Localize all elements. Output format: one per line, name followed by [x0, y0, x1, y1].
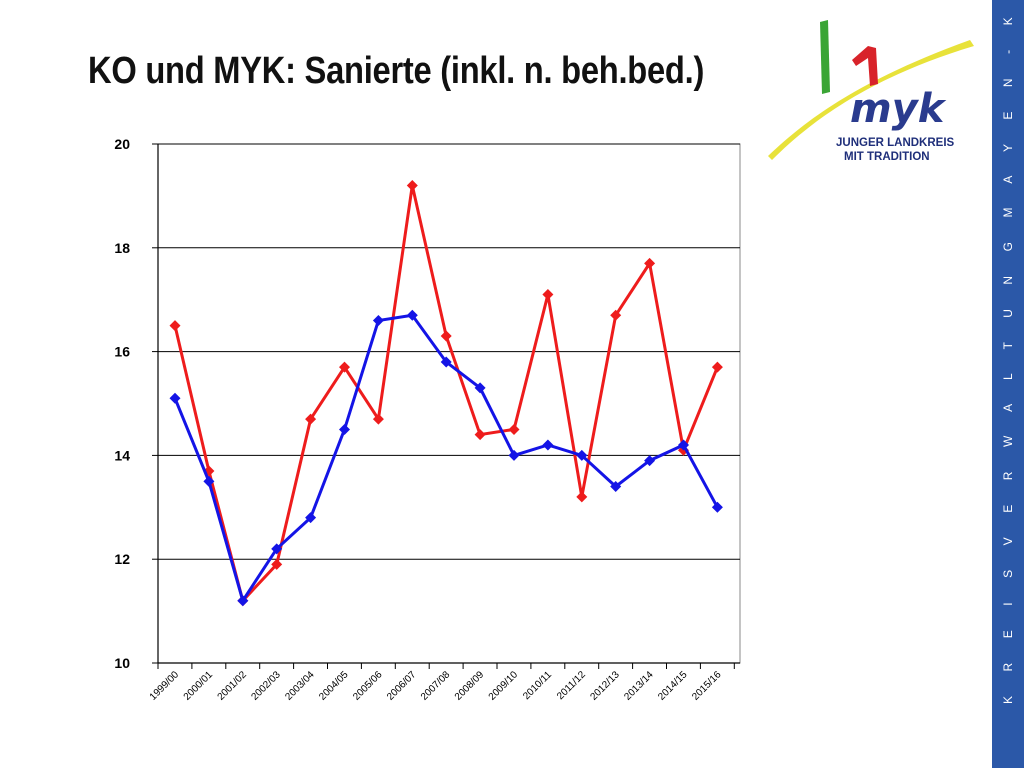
- series-1-marker: [169, 320, 181, 332]
- series-2-marker: [372, 314, 384, 326]
- x-tick-label: 2014/15: [656, 669, 690, 703]
- y-tick-label: 10: [114, 655, 130, 671]
- x-tick-label: 2007/08: [419, 669, 453, 703]
- x-tick-label: 2012/13: [588, 669, 622, 703]
- x-tick-label: 2002/03: [249, 669, 283, 703]
- x-tick-label: 2013/14: [622, 669, 656, 703]
- x-tick-label: 2003/04: [283, 669, 317, 703]
- series-2-marker: [508, 449, 520, 461]
- logo-mark-text: myk: [850, 86, 947, 132]
- series-2-marker: [406, 309, 418, 321]
- y-tick-label: 14: [114, 447, 130, 463]
- series-2-marker: [237, 595, 249, 607]
- series-1-marker: [644, 257, 656, 269]
- x-tick-label: 2011/12: [555, 669, 588, 702]
- x-tick-label: 2008/09: [453, 669, 487, 703]
- series-1-marker: [508, 423, 520, 435]
- series-1-marker: [271, 558, 283, 570]
- series-2-marker: [339, 423, 350, 435]
- series-1-marker: [610, 309, 622, 321]
- series-2-marker: [305, 512, 317, 524]
- series-1-marker: [711, 361, 723, 373]
- series-2-marker: [576, 449, 588, 461]
- series-1-marker: [576, 491, 588, 503]
- x-tick-label: 2010/11: [521, 669, 554, 702]
- side-band: [992, 0, 1024, 768]
- series-1-marker: [339, 361, 350, 373]
- series-2-marker: [678, 439, 689, 451]
- series-1-marker: [406, 180, 418, 192]
- y-tick-label: 20: [114, 136, 130, 152]
- series-2-marker: [610, 481, 622, 493]
- series-2-marker: [542, 439, 554, 451]
- x-tick-label: 2015/16: [690, 669, 724, 703]
- x-tick-label: 2009/10: [487, 669, 521, 703]
- series-1-marker: [305, 413, 317, 425]
- y-tick-label: 18: [114, 240, 130, 256]
- logo-red-stroke: [852, 46, 878, 86]
- logo-green-stroke: [820, 20, 830, 94]
- y-tick-label: 12: [114, 551, 130, 567]
- logo-yellow-swoosh: [768, 40, 974, 160]
- y-tick-label: 16: [114, 344, 130, 360]
- x-tick-label: 2001/02: [216, 669, 250, 703]
- x-tick-label: 2000/01: [182, 669, 216, 703]
- series-2-marker: [474, 382, 486, 394]
- series-1-marker: [440, 330, 452, 342]
- series-1-marker: [474, 429, 486, 441]
- x-tick-label: 2006/07: [385, 669, 419, 703]
- x-tick-label: 2005/06: [351, 669, 385, 703]
- series-2-marker: [440, 356, 452, 368]
- series-1-marker: [542, 289, 554, 301]
- series-2-marker: [203, 475, 215, 487]
- logo-line-1: JUNGER LANDKREIS: [836, 137, 955, 149]
- series-1-marker: [372, 413, 384, 425]
- series-2-marker: [271, 543, 283, 555]
- logo-line-2: MIT TRADITION: [844, 151, 930, 163]
- series-2-marker: [711, 501, 723, 513]
- x-tick-label: 1999/00: [148, 669, 182, 703]
- myk-logo: myk JUNGER LANDKREIS MIT TRADITION: [768, 20, 974, 163]
- slide-title: KO und MYK: Sanierte (inkl. n. beh.bed.): [88, 50, 705, 92]
- series-2-marker: [169, 392, 181, 404]
- x-tick-label: 2004/05: [317, 669, 351, 703]
- plot-area: [157, 143, 741, 664]
- series-2-marker: [644, 455, 656, 467]
